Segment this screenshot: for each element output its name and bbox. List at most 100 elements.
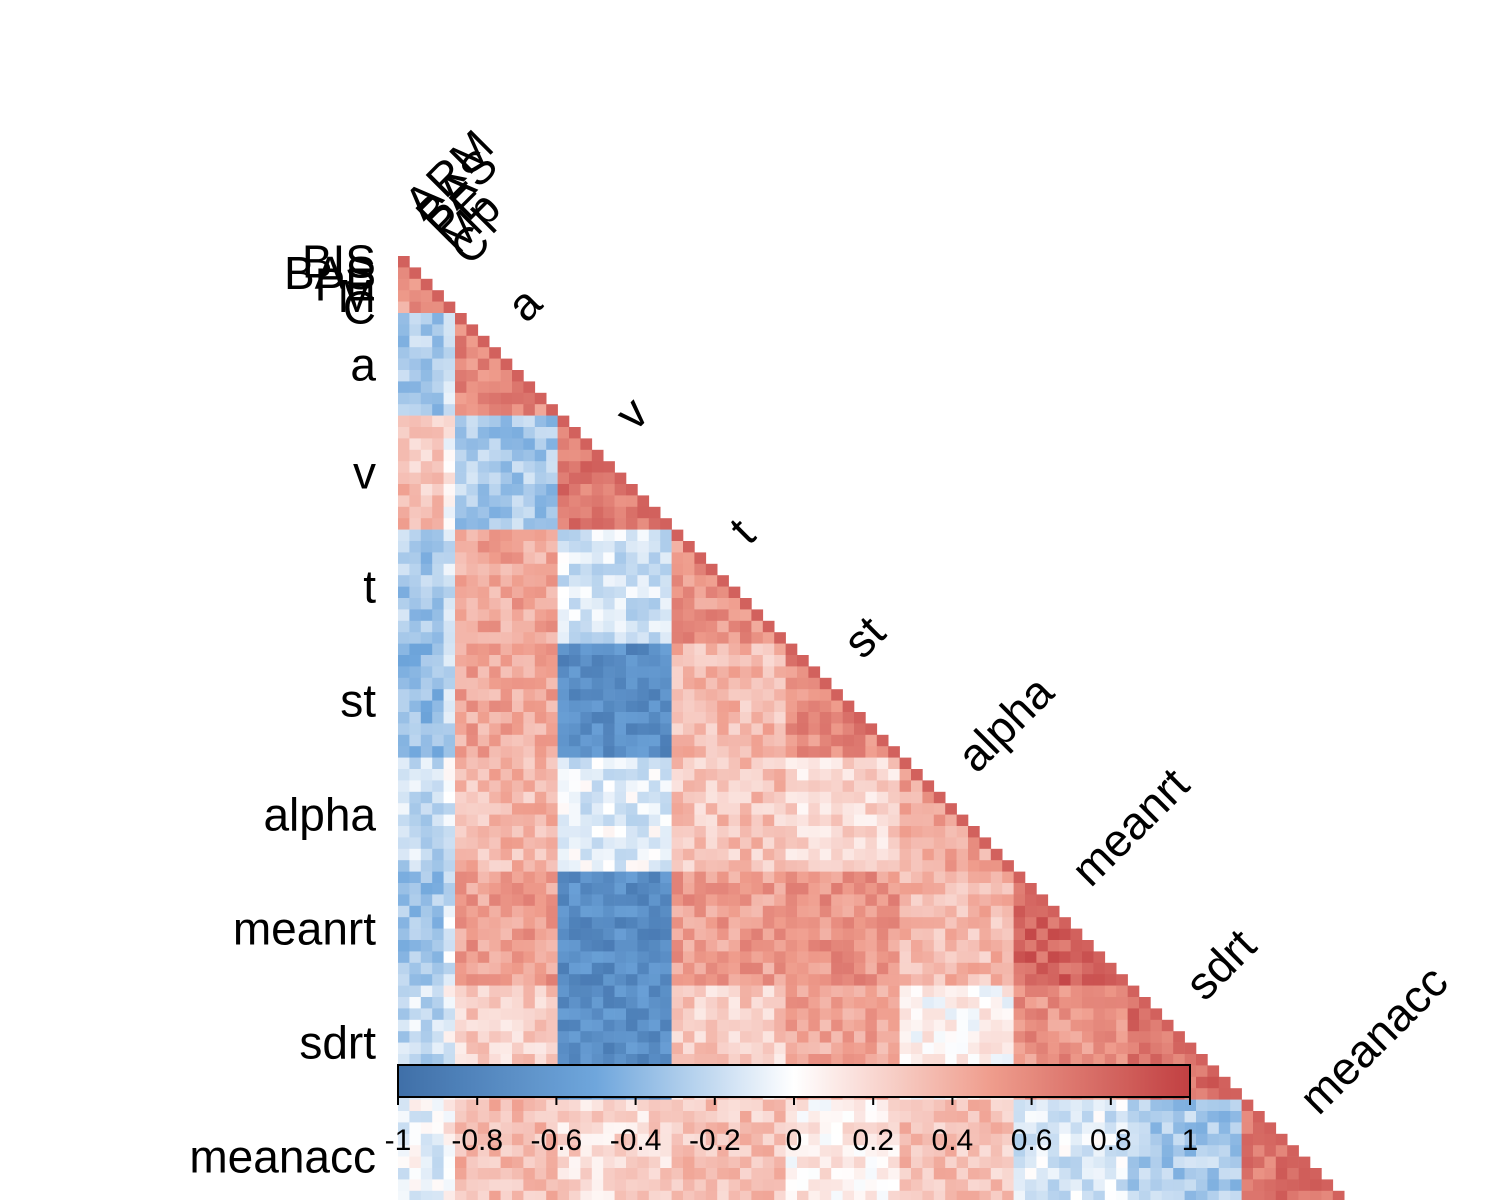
- heatmap-cell: [443, 1042, 456, 1055]
- heatmap-cell: [808, 1099, 821, 1112]
- heatmap-cell: [546, 848, 558, 861]
- heatmap-cell: [569, 529, 581, 542]
- heatmap-cell: [432, 290, 444, 302]
- heatmap-cell: [1218, 1133, 1231, 1146]
- heatmap-cell: [1139, 1111, 1151, 1123]
- heatmap-cell: [922, 917, 935, 929]
- heatmap-cell: [854, 769, 866, 781]
- heatmap-cell: [694, 871, 707, 884]
- heatmap-cell: [512, 506, 524, 519]
- heatmap-cell: [569, 723, 581, 736]
- heatmap-cell: [945, 837, 957, 850]
- heatmap-cell: [717, 1122, 729, 1135]
- heatmap-cell: [569, 461, 581, 473]
- heatmap-cell: [933, 883, 946, 895]
- heatmap-cell: [842, 734, 855, 747]
- heatmap-cell: [660, 723, 672, 736]
- heatmap-cell: [512, 689, 524, 701]
- heatmap-cell: [1093, 974, 1106, 986]
- heatmap-cell: [774, 1145, 786, 1157]
- heatmap-cell: [432, 335, 444, 348]
- heatmap-cell: [432, 495, 444, 508]
- heatmap-cell: [774, 1133, 786, 1146]
- heatmap-cell: [637, 1156, 650, 1169]
- heatmap-cell: [1002, 917, 1014, 929]
- heatmap-cell: [1104, 974, 1117, 986]
- heatmap-cell: [808, 700, 821, 713]
- heatmap-cell: [1116, 1122, 1128, 1135]
- heatmap-cell: [1082, 1122, 1094, 1135]
- heatmap-cell: [854, 1168, 866, 1180]
- heatmap-cell: [1036, 1168, 1049, 1180]
- heatmap-cell: [455, 894, 467, 907]
- heatmap-cell: [876, 962, 889, 975]
- heatmap-cell: [432, 506, 444, 519]
- heatmap-cell: [466, 928, 479, 941]
- heatmap-cell: [831, 928, 843, 941]
- heatmap-cell: [614, 541, 627, 553]
- heatmap-cell: [1207, 1088, 1220, 1100]
- heatmap-cell: [477, 1019, 490, 1032]
- heatmap-cell: [1093, 962, 1106, 975]
- heatmap-cell: [614, 677, 627, 690]
- heatmap-cell: [888, 1133, 900, 1146]
- heatmap-cell: [455, 1054, 467, 1066]
- heatmap-cell: [911, 1122, 923, 1135]
- heatmap-cell: [580, 484, 593, 496]
- heatmap-cell: [443, 940, 456, 952]
- heatmap-cell: [398, 370, 410, 382]
- heatmap-cell: [899, 860, 912, 872]
- heatmap-cell: [762, 746, 775, 758]
- heatmap-cell: [512, 563, 524, 576]
- heatmap-cell: [557, 427, 570, 439]
- heatmap-cell: [398, 301, 410, 314]
- heatmap-cell: [1036, 1190, 1049, 1200]
- heatmap-cell: [534, 575, 547, 587]
- heatmap-cell: [580, 1133, 593, 1146]
- heatmap-cell: [512, 712, 524, 724]
- heatmap-cell: [420, 962, 433, 975]
- heatmap-cell: [842, 883, 855, 895]
- heatmap-cell: [1207, 1179, 1220, 1192]
- heatmap-cell: [455, 484, 467, 496]
- heatmap-cell: [409, 484, 422, 496]
- heatmap-cell: [420, 1133, 433, 1146]
- heatmap-cell: [671, 905, 684, 918]
- heatmap-cell: [1013, 997, 1026, 1009]
- heatmap-cell: [580, 894, 593, 907]
- heatmap-cell: [432, 563, 444, 576]
- heatmap-cell: [888, 1122, 900, 1135]
- heatmap-cell: [819, 1156, 832, 1169]
- column-label: meanacc: [1289, 955, 1458, 1124]
- heatmap-cell: [899, 928, 912, 941]
- heatmap-cell: [728, 723, 741, 736]
- heatmap-cell: [797, 883, 809, 895]
- heatmap-cell: [534, 780, 547, 793]
- heatmap-cell: [398, 700, 410, 713]
- heatmap-cell: [512, 1042, 524, 1055]
- heatmap-cell: [899, 780, 912, 793]
- heatmap-cell: [432, 370, 444, 382]
- heatmap-cell: [614, 643, 627, 656]
- heatmap-cell: [432, 1054, 444, 1066]
- heatmap-cell: [705, 620, 718, 633]
- heatmap-cell: [671, 894, 684, 907]
- heatmap-cell: [933, 917, 946, 929]
- heatmap-cell: [819, 1008, 832, 1021]
- heatmap-cell: [1127, 1054, 1140, 1066]
- heatmap-cell: [557, 757, 570, 770]
- heatmap-cell: [751, 1133, 764, 1146]
- heatmap-cell: [1036, 1019, 1049, 1032]
- heatmap-cell: [637, 860, 650, 872]
- heatmap-cell: [432, 666, 444, 679]
- heatmap-cell: [420, 780, 433, 793]
- heatmap-cell: [671, 791, 684, 804]
- heatmap-cell: [740, 860, 752, 872]
- heatmap-cell: [683, 837, 695, 850]
- heatmap-cell: [785, 803, 798, 815]
- heatmap-cell: [637, 814, 650, 827]
- heatmap-cell: [637, 598, 650, 610]
- heatmap-cell: [1161, 1145, 1174, 1157]
- heatmap-cell: [888, 871, 900, 884]
- heatmap-cell: [603, 974, 615, 986]
